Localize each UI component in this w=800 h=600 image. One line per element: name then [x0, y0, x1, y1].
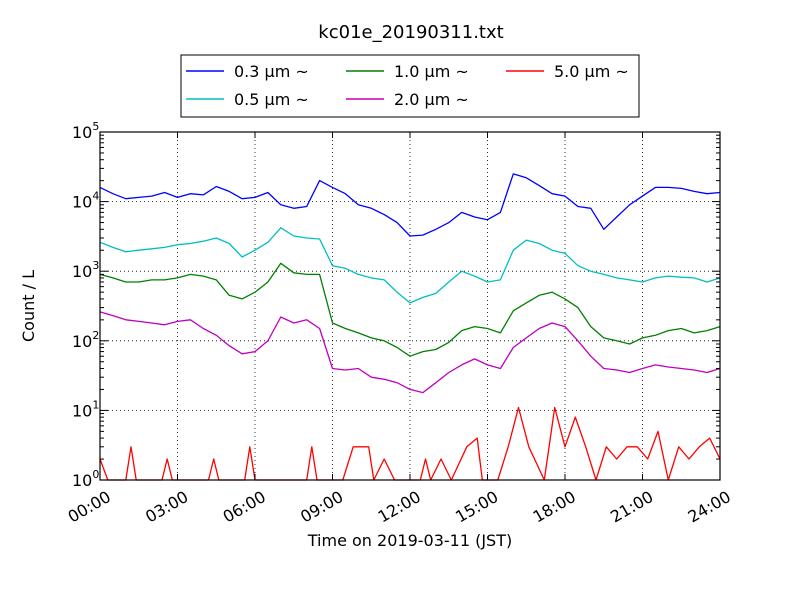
- series-line: [99, 311, 721, 394]
- legend-label: 0.3 μm ~: [234, 62, 309, 81]
- x-axis-label: Time on 2019-03-11 (JST): [307, 531, 512, 550]
- legend-label: 0.5 μm ~: [234, 90, 309, 109]
- series-line: [99, 173, 721, 237]
- series-line: [99, 227, 721, 304]
- legend-label: 1.0 μm ~: [394, 62, 469, 81]
- y-tick-exponent: 5: [92, 120, 99, 133]
- y-tick-exponent: 3: [92, 259, 99, 272]
- series-group: [99, 173, 721, 481]
- legend: 0.3 μm ~ 0.5 μm ~ 1.0 μm ~ 2.0 μm ~ 5.0 μm ~: [180, 54, 640, 118]
- legend-box: [180, 54, 640, 118]
- y-tick-exponent: 2: [92, 329, 99, 342]
- y-tick-exponent: 1: [92, 398, 99, 411]
- legend-label: 2.0 μm ~: [394, 90, 469, 109]
- chart-title: kc01e_20190311.txt: [318, 22, 503, 43]
- y-axis-label: Count / L: [19, 270, 38, 342]
- y-tick-exponent: 4: [92, 190, 99, 203]
- series-line: [99, 406, 721, 481]
- y-tick-exponent: 0: [92, 468, 99, 481]
- legend-label: 5.0 μm ~: [554, 62, 629, 81]
- series-line: [99, 262, 721, 357]
